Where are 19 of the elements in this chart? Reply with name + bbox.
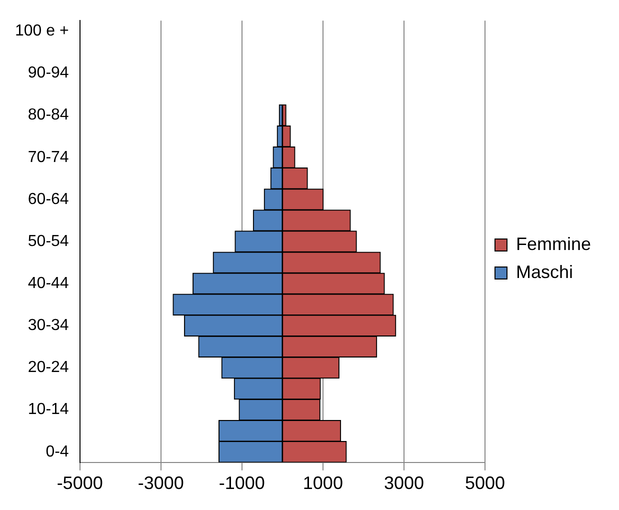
legend-label: Maschi — [516, 262, 573, 282]
x-tick-label: 5000 — [464, 473, 506, 494]
y-tick-label: 40-44 — [28, 274, 69, 292]
x-tick-label: 3000 — [384, 473, 424, 494]
y-tick-label: 100 e + — [15, 22, 69, 40]
x-tick-label: 1000 — [302, 473, 343, 494]
y-tick-label: 0-4 — [46, 443, 69, 460]
x-tick-label: -3000 — [138, 473, 184, 494]
y-tick-label: 10-14 — [28, 401, 69, 418]
y-tick-label: 90-94 — [28, 64, 69, 82]
y-tick-label: 80-84 — [28, 106, 69, 124]
y-tick-label: 50-54 — [28, 232, 69, 250]
y-tick-label: 60-64 — [28, 190, 69, 208]
y-tick-label: 30-34 — [28, 317, 69, 334]
y-tick-label: 20-24 — [28, 359, 69, 376]
y-tick-label: 70-74 — [28, 148, 69, 166]
x-tick-label: -5000 — [56, 473, 103, 494]
x-tick-label: -1000 — [218, 473, 265, 494]
legend-label: Femmine — [516, 234, 591, 254]
